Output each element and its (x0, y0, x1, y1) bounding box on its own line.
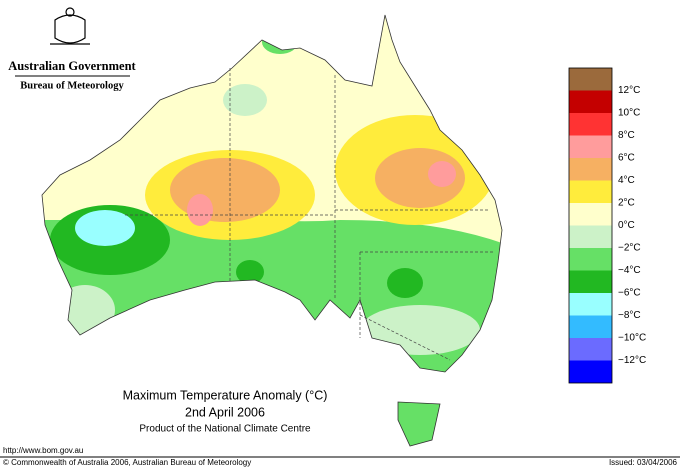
legend-swatch (569, 248, 612, 271)
legend-swatch (569, 90, 612, 113)
legend-label: 12°C (618, 85, 640, 96)
legend-label: −12°C (618, 355, 646, 366)
legend-swatch (569, 158, 612, 181)
crest (50, 7, 90, 45)
legend-swatch (569, 270, 612, 293)
legend-label: −6°C (618, 288, 641, 299)
map-title: Maximum Temperature Anomaly (°C) (123, 388, 328, 402)
legend: 12°C 10°C 8°C 6°C 4°C 2°C 0°C −2°C −4°C −6°C −8°C −… (568, 67, 646, 384)
legend-swatch (569, 293, 612, 316)
legend-swatch (569, 225, 612, 248)
legend-swatch (569, 113, 612, 136)
legend-label: 8°C (618, 130, 635, 141)
legend-swatch (569, 315, 612, 338)
map-credit: Product of the National Climate Centre (139, 424, 311, 435)
header-title: Australian Government (8, 59, 136, 73)
legend-label: −2°C (618, 243, 641, 254)
map-date: 2nd April 2006 (185, 405, 265, 419)
legend-label: −4°C (618, 265, 641, 276)
legend-frame (568, 67, 613, 384)
legend-swatch (569, 135, 612, 158)
footer-issued: Issued: 03/04/2006 (609, 458, 678, 467)
legend-swatch (569, 68, 612, 91)
legend-label: 2°C (618, 198, 635, 209)
legend-swatch (569, 338, 612, 361)
header-subtitle: Bureau of Meteorology (20, 80, 124, 91)
legend-swatch (569, 360, 612, 383)
legend-label: 6°C (618, 153, 635, 164)
footer-copyright: © Commonwealth of Australia 2006, Austra… (3, 458, 251, 467)
legend-label: −8°C (618, 310, 641, 321)
legend-label: 10°C (618, 108, 640, 119)
legend-swatch (569, 180, 612, 203)
legend-label: 4°C (618, 175, 635, 186)
legend-label: −10°C (618, 333, 646, 344)
footer-url: http://www.bom.gov.au (3, 446, 83, 455)
legend-label: 0°C (618, 220, 635, 231)
legend-swatch (569, 203, 612, 226)
